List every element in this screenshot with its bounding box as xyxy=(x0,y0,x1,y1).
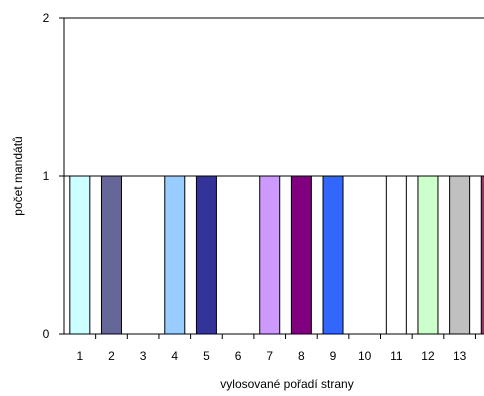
bar-5 xyxy=(195,175,217,335)
x-tick-label: 8 xyxy=(298,349,305,363)
bar-11 xyxy=(385,175,407,335)
y-tick-label: 0 xyxy=(43,327,50,341)
bar-12 xyxy=(417,175,439,335)
x-tick-label: 11 xyxy=(390,349,403,363)
y-tick-label: 2 xyxy=(43,11,50,25)
x-ticks: 1234567891011121314 xyxy=(76,334,476,363)
y-ticks: 0 1 2 xyxy=(43,11,64,341)
bar-2 xyxy=(100,175,122,335)
x-tick-label: 9 xyxy=(330,349,337,363)
bar-8 xyxy=(290,175,312,335)
x-tick-label: 5 xyxy=(203,349,210,363)
bar-7 xyxy=(259,175,281,335)
bar-14 xyxy=(480,175,484,335)
y-axis-title: počet mandátů xyxy=(11,136,25,215)
y-tick-label: 1 xyxy=(43,169,50,183)
x-tick-label: 1 xyxy=(76,349,83,363)
x-axis-title: vylosované pořadí strany xyxy=(220,377,353,391)
x-tick-label: 6 xyxy=(235,349,242,363)
bar-13 xyxy=(449,175,471,335)
x-tick-label: 4 xyxy=(171,349,178,363)
x-tick-label: 3 xyxy=(140,349,147,363)
x-tick-label: 7 xyxy=(266,349,273,363)
x-tick-label: 10 xyxy=(358,349,372,363)
x-tick-label: 12 xyxy=(421,349,435,363)
bar-4 xyxy=(164,175,186,335)
gridlines xyxy=(64,17,484,177)
bar-1 xyxy=(69,175,91,335)
x-tick-label: 13 xyxy=(453,349,467,363)
bars xyxy=(69,175,484,335)
bar-9 xyxy=(322,175,344,335)
x-tick-label: 2 xyxy=(108,349,115,363)
